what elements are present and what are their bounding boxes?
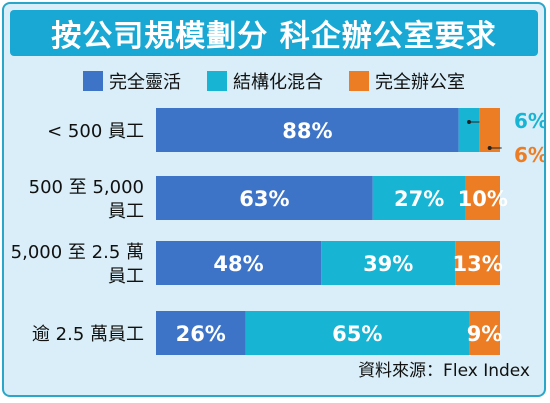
bar-segment bbox=[156, 176, 373, 220]
legend-swatch-fully-flexible bbox=[83, 71, 103, 91]
legend-label-full-office: 完全辦公室 bbox=[375, 72, 465, 93]
category-label: < 500 員工 bbox=[47, 121, 144, 142]
bar-segment bbox=[245, 311, 470, 355]
legend-item-fully-flexible: 完全靈活 bbox=[83, 68, 181, 94]
data-label: 9% bbox=[467, 322, 503, 346]
stacked-bar-chart: < 500 員工 88% 6% 6% 500 至 5,000 員工 63% 27% 10% 5,0… bbox=[11, 108, 544, 355]
bar-segment bbox=[465, 176, 500, 220]
legend-swatch-structured-hybrid bbox=[207, 71, 227, 91]
source-note: 資料來源：Flex Index bbox=[358, 361, 530, 381]
category-label: 員工 bbox=[108, 266, 144, 287]
bar-segment bbox=[321, 241, 456, 285]
data-label: 63% bbox=[239, 187, 289, 211]
chart-card: 按公司規模劃分 科企辦公室要求 完全靈活 結構化混合 完全辦公室 < 500 員… bbox=[2, 2, 546, 397]
bar-segment bbox=[455, 241, 500, 285]
leader-dot bbox=[487, 146, 492, 150]
data-label: 10% bbox=[458, 187, 508, 211]
data-label: 26% bbox=[176, 322, 226, 346]
data-label: 6% bbox=[514, 109, 544, 133]
legend-swatch-full-office bbox=[349, 71, 369, 91]
category-label: 5,000 至 2.5 萬 bbox=[11, 242, 144, 263]
category-label: 員工 bbox=[108, 201, 144, 222]
bar-segment bbox=[469, 311, 500, 355]
chart-title: 按公司規模劃分 科企辦公室要求 bbox=[51, 19, 497, 54]
category-label: 500 至 5,000 bbox=[29, 177, 144, 198]
legend-item-full-office: 完全辦公室 bbox=[349, 68, 465, 94]
bar-segment bbox=[156, 241, 322, 285]
data-label: 6% bbox=[514, 143, 544, 167]
bar-segment bbox=[156, 311, 246, 355]
data-label: 13% bbox=[453, 252, 503, 276]
bar-segment bbox=[479, 108, 500, 152]
legend-label-structured-hybrid: 結構化混合 bbox=[233, 72, 323, 93]
legend-item-structured-hybrid: 結構化混合 bbox=[207, 68, 323, 94]
category-label: 逾 2.5 萬員工 bbox=[32, 324, 144, 345]
leader-dot bbox=[467, 120, 472, 124]
title-bar: 按公司規模劃分 科企辦公室要求 bbox=[10, 10, 538, 56]
legend: 完全靈活 結構化混合 完全辦公室 bbox=[4, 68, 544, 94]
data-label: 48% bbox=[213, 252, 263, 276]
data-label: 88% bbox=[282, 119, 332, 143]
legend-label-fully-flexible: 完全靈活 bbox=[109, 72, 181, 93]
data-label: 27% bbox=[394, 187, 444, 211]
bar-segment bbox=[458, 108, 480, 152]
bar-segment bbox=[156, 108, 459, 152]
bar-segment bbox=[372, 176, 466, 220]
data-label: 65% bbox=[332, 322, 382, 346]
data-label: 39% bbox=[363, 252, 413, 276]
